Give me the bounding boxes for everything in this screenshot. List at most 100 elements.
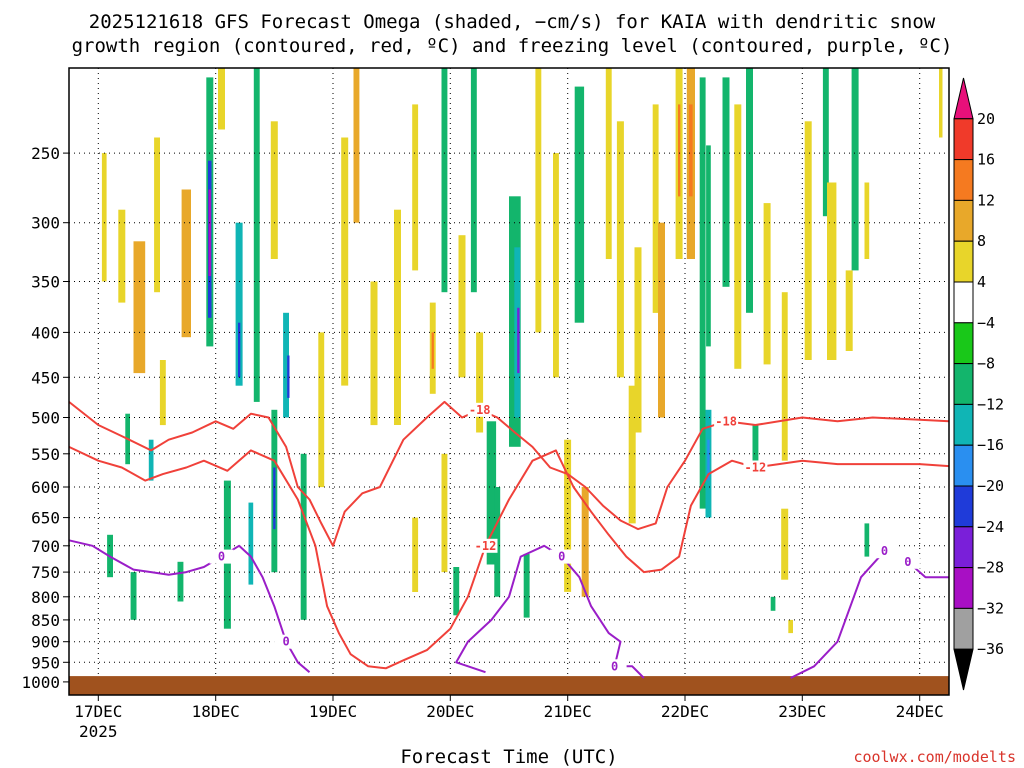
omega-cell-33 — [431, 332, 434, 369]
omega-cell-67 — [734, 104, 742, 369]
colorbar-label-7: −12 — [977, 395, 1004, 413]
omega-cell-69 — [763, 203, 771, 365]
y-tick-label-450: 450 — [31, 368, 60, 387]
omega-cell-1 — [118, 209, 126, 303]
freezing-contour-label-0-1: 0 — [282, 635, 289, 649]
y-tick-label-700: 700 — [31, 537, 60, 556]
omega-cell-78 — [864, 182, 870, 259]
omega-cell-70 — [752, 425, 759, 468]
omega-cell-22 — [273, 467, 276, 530]
omega-cell-52 — [605, 68, 612, 259]
dgz-contour-label-0-0: -18 — [469, 403, 491, 417]
gridlines — [69, 68, 949, 695]
omega-cell-4 — [181, 189, 191, 338]
y-tick-label-750: 750 — [31, 563, 60, 582]
x-tick-sublabel-17DEC: 2025 — [79, 722, 118, 741]
x-tick-label-18DEC: 18DEC — [192, 702, 240, 721]
x-tick-label-22DEC: 22DEC — [661, 702, 709, 721]
y-tick-label-250: 250 — [31, 144, 60, 163]
omega-cell-24 — [248, 502, 254, 585]
colorbar-segment-10 — [953, 485, 974, 528]
omega-cell-66 — [722, 77, 730, 287]
omega-cell-31 — [412, 104, 419, 271]
colorbar-label-12: −32 — [977, 599, 1004, 617]
x-tick-label-20DEC: 20DEC — [426, 702, 474, 721]
colorbar-label-5: −4 — [977, 314, 995, 332]
colorbar-segment-1 — [953, 118, 974, 161]
omega-cell-25 — [300, 453, 307, 620]
dgz-contour-label-bg-1-1 — [743, 460, 768, 475]
omega-cell-79 — [864, 523, 870, 557]
x-tick-label-23DEC: 23DEC — [778, 702, 826, 721]
omega-cell-39 — [476, 332, 484, 433]
colorbar-label-6: −8 — [977, 355, 995, 373]
colorbar-label-9: −20 — [977, 477, 1004, 495]
colorbar-label-13: −36 — [977, 640, 1004, 658]
omega-cell-81 — [770, 596, 776, 611]
terrain — [69, 676, 949, 695]
x-tick-label-17DEC: 17DEC — [74, 702, 122, 721]
omega-cell-43 — [486, 421, 497, 565]
colorbar-label-0: 20 — [977, 110, 995, 128]
omega-cell-80 — [939, 68, 943, 138]
omega-cell-27 — [341, 137, 349, 386]
dgz-contour-label-1-0: -12 — [475, 539, 497, 553]
contours: -18 -18 -12 -12 0 0 0 0 0 0 — [68, 400, 950, 679]
omega-cell-42 — [517, 307, 520, 374]
freezing-contour-label-bg-0-1 — [274, 634, 299, 649]
omega-cell-75 — [827, 182, 837, 360]
omega-cell-34 — [441, 68, 448, 293]
omega-cell-38 — [470, 68, 477, 293]
x-tick-label-19DEC: 19DEC — [309, 702, 357, 721]
omega-cell-65 — [707, 439, 710, 481]
credit-text[interactable]: coolwx.com/modelts — [853, 748, 1016, 766]
y-tick-label-950: 950 — [31, 653, 60, 672]
y-tick-label-1000: 1000 — [21, 673, 60, 692]
chart-title-line-2: growth region (contoured, red, ºC) and f… — [72, 35, 953, 57]
omega-cell-82 — [788, 619, 793, 634]
freezing-contour-label-0-0: 0 — [218, 550, 225, 564]
omega-cell-50 — [564, 439, 572, 592]
omega-cell-28 — [353, 68, 360, 223]
plot-area: -18 -18 -12 -12 0 0 0 0 0 0 — [68, 67, 950, 696]
omega-cell-35 — [441, 453, 448, 573]
colorbar-segment-5 — [953, 281, 974, 324]
y-tick-label-500: 500 — [31, 409, 60, 428]
omega-cell-63 — [706, 145, 711, 347]
omega-cell-56 — [652, 104, 659, 313]
omega-cell-26 — [318, 332, 325, 488]
freezing-contour-label-bg-0-0 — [209, 549, 234, 564]
plot-frame — [68, 67, 950, 696]
y-tick-label-650: 650 — [31, 509, 60, 528]
omega-cell-46 — [523, 553, 530, 618]
freezing-contour-label-2-0: 0 — [881, 544, 888, 558]
colorbar-segment-13 — [953, 607, 974, 650]
x-axis-label: Forecast Time (UTC) — [400, 746, 617, 768]
colorbar-segment-6 — [953, 322, 974, 365]
omega-cell-76 — [851, 68, 859, 271]
x-tick-label-24DEC: 24DEC — [896, 702, 944, 721]
freezing-contour-label-bg-2-0 — [872, 544, 897, 559]
omega-cell-5 — [159, 360, 166, 426]
y-tick-label-600: 600 — [31, 478, 60, 497]
omega-cell-37 — [458, 235, 466, 378]
omega-cell-74 — [822, 68, 829, 217]
dgz-contour-line-1 — [68, 445, 950, 670]
omega-cell-13 — [208, 189, 211, 276]
omega-cell-15 — [235, 222, 243, 386]
dgz-contour-label-bg-1-0 — [473, 538, 498, 553]
omega-cell-61 — [689, 104, 693, 197]
colorbar-segment-12 — [953, 567, 974, 609]
freezing-contour-line-2 — [790, 550, 949, 679]
omega-cell-73 — [804, 121, 812, 360]
y-tick-label-900: 900 — [31, 633, 60, 652]
colorbar-segment-11 — [953, 526, 974, 569]
y-tick-label-400: 400 — [31, 323, 60, 342]
colorbar-label-1: 16 — [977, 151, 995, 169]
dgz-contour-label-1-1: -12 — [745, 461, 767, 475]
colorbar-label-3: 8 — [977, 232, 986, 250]
dgz-contour-label-bg-0-0 — [467, 402, 492, 417]
omega-cell-62 — [699, 77, 706, 509]
colorbar-segment-4 — [953, 240, 974, 283]
